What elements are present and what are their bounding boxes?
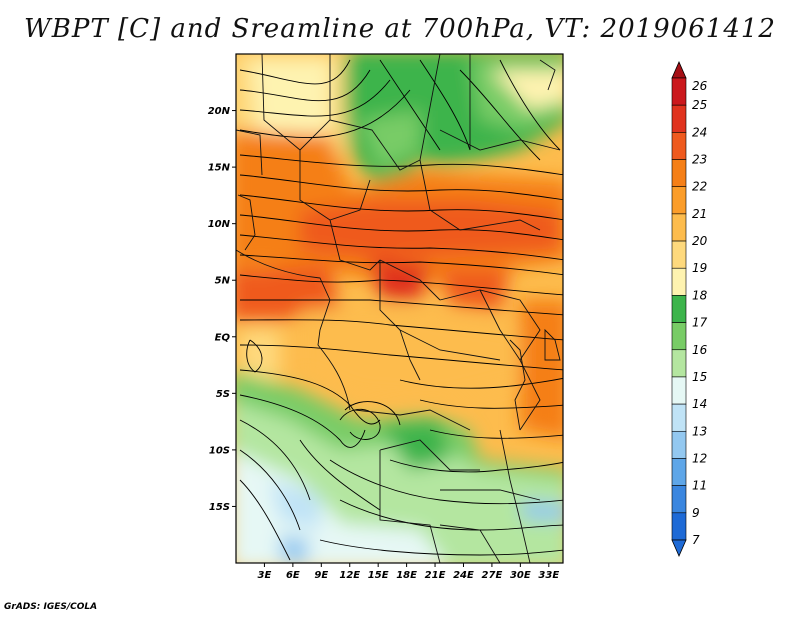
map-frame	[235, 53, 564, 564]
lon-tick-label: 21E	[425, 570, 446, 581]
colorbar-label: 12	[692, 451, 707, 465]
lon-tick-label: 3E	[258, 570, 272, 581]
lon-tick-label: 33E	[538, 570, 559, 581]
colorbar-label: 16	[692, 343, 708, 357]
lat-tick-label: 15N	[208, 163, 231, 174]
colorbar-label: 9	[692, 506, 700, 520]
lat-tick-label: 10N	[208, 219, 231, 230]
colorbar-swatch	[671, 132, 687, 160]
colorbar-swatch	[671, 458, 687, 486]
lat-tick-label: 10S	[209, 445, 230, 456]
lat-tick-label: 20N	[208, 106, 231, 117]
colorbar-label: 13	[692, 424, 707, 438]
lon-tick-label: 30E	[510, 570, 531, 581]
colorbar-bottom-arrow	[671, 539, 687, 557]
colorbar-swatch	[671, 295, 687, 323]
colorbar-swatch	[671, 485, 687, 514]
lat-tick-label: 5N	[215, 276, 231, 287]
colorbar-swatch	[671, 376, 687, 405]
colorbar-top-arrow	[671, 61, 687, 79]
lon-tick-label: 24E	[453, 570, 474, 581]
colorbar-swatch	[671, 512, 687, 541]
latitude-axis: 20N 15N 10N 5N EQ 5S 10S 15S	[208, 106, 236, 513]
lon-tick-label: 27E	[482, 570, 503, 581]
colorbar-label: 20	[692, 234, 708, 248]
lon-tick-label: 18E	[396, 570, 417, 581]
colorbar-label: 22	[692, 180, 707, 194]
colorbar-label: 14	[692, 397, 707, 411]
colorbar-swatch	[671, 159, 687, 188]
lat-tick-label: 15S	[209, 502, 230, 513]
lat-tick-label: EQ	[215, 332, 231, 343]
colorbar-swatch	[671, 322, 687, 351]
lon-tick-label: 12E	[339, 570, 360, 581]
colorbar-swatch	[671, 349, 687, 378]
colorbar-label: 23	[692, 153, 707, 167]
lat-tick-label: 5S	[216, 389, 230, 400]
colorbar: 26 25 24 23 22 21 20 19 18 17 16 15 14 13 12 11 9 7	[671, 61, 708, 557]
grads-credit: GrADS: IGES/COLA	[4, 602, 98, 612]
colorbar-label: 19	[692, 261, 707, 275]
colorbar-label: 26	[692, 79, 708, 93]
colorbar-swatch	[671, 403, 687, 432]
colorbar-swatch	[671, 430, 687, 459]
colorbar-swatch	[671, 213, 687, 242]
colorbar-swatch	[671, 77, 687, 106]
colorbar-label: 24	[692, 125, 707, 139]
colorbar-label: 17	[692, 316, 708, 330]
map-title: WBPT [C] and Sreamline at 700hPa, VT: 20…	[24, 14, 776, 44]
colorbar-swatch	[671, 240, 687, 269]
lon-tick-label: 9E	[314, 570, 328, 581]
streamlines	[239, 59, 563, 561]
colorbar-label: 18	[692, 288, 708, 302]
colorbar-swatch	[671, 186, 687, 215]
lon-tick-label: 15E	[368, 570, 389, 581]
colorbar-label: 15	[692, 370, 707, 384]
longitude-axis: 3E 6E 9E 12E 15E 18E 21E 24E 27E 30E 33E	[258, 563, 559, 581]
colorbar-swatch	[671, 104, 687, 133]
wbpt-shading	[236, 54, 563, 563]
colorbar-label: 21	[692, 207, 707, 221]
colorbar-label: 11	[692, 479, 707, 493]
colorbar-swatch	[671, 267, 687, 296]
colorbar-label: 25	[692, 98, 707, 112]
country-borders	[236, 54, 561, 563]
colorbar-label: 7	[692, 533, 700, 547]
lon-tick-label: 6E	[286, 570, 300, 581]
